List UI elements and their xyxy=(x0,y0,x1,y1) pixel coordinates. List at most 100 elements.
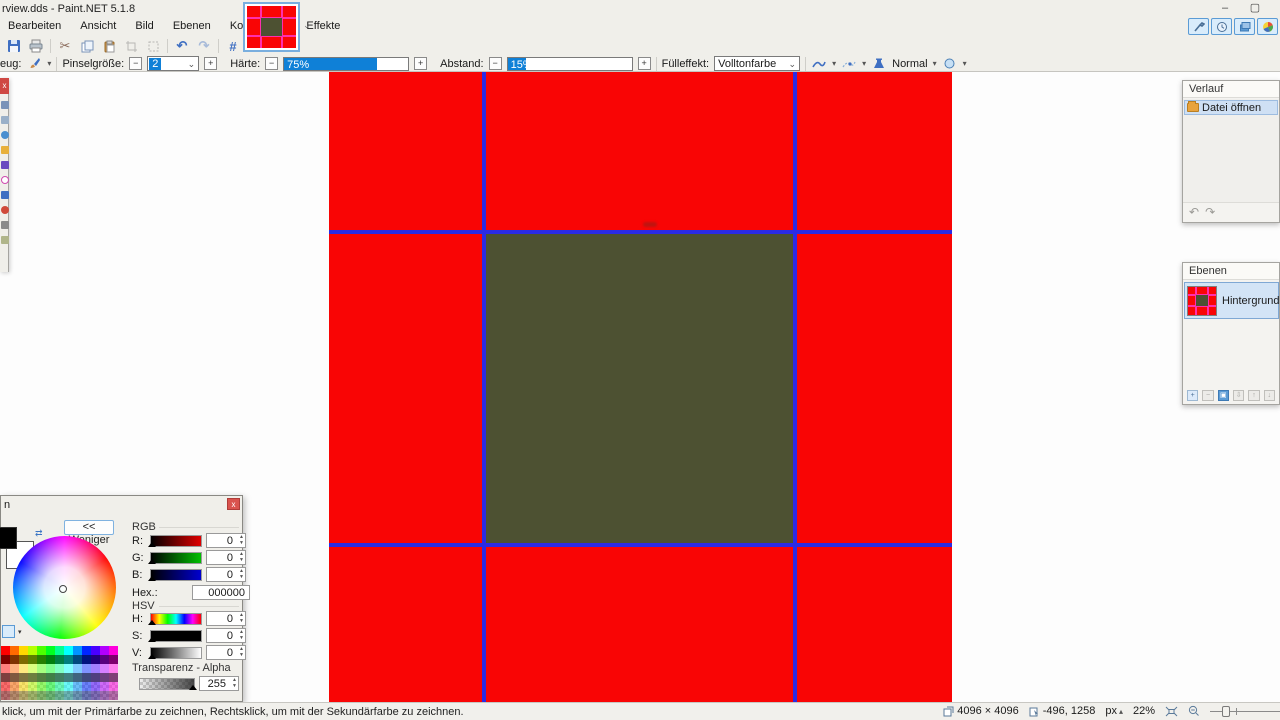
palette-swatch[interactable] xyxy=(82,682,91,691)
palette-swatch[interactable] xyxy=(46,646,55,655)
unit-selector[interactable]: px xyxy=(1105,705,1117,717)
tool-dropdown-caret[interactable]: ▾ xyxy=(47,59,52,68)
palette-swatch[interactable] xyxy=(37,673,46,682)
shape-tool-icon[interactable] xyxy=(1,236,9,244)
layer-row[interactable]: Hintergrund xyxy=(1184,282,1279,319)
copy-icon[interactable] xyxy=(79,38,95,54)
palette-swatch[interactable] xyxy=(109,664,118,673)
cut-icon[interactable]: ✂ xyxy=(59,38,71,53)
palette-swatch[interactable] xyxy=(55,673,64,682)
palette-swatch[interactable] xyxy=(55,691,64,700)
smoothing-dropdown-caret[interactable]: ▾ xyxy=(832,59,837,68)
zoom-out-icon[interactable] xyxy=(1188,705,1200,717)
palette-swatch[interactable] xyxy=(100,673,109,682)
palette-swatch[interactable] xyxy=(1,682,10,691)
unit-dropdown-caret[interactable]: ▴ xyxy=(1118,706,1123,716)
palette-swatch[interactable] xyxy=(10,655,19,664)
fill-style-combo[interactable]: Volltonfarbe ⌄ xyxy=(714,56,801,71)
history-item[interactable]: Datei öffnen xyxy=(1184,100,1278,115)
palette-swatch[interactable] xyxy=(10,664,19,673)
brush-size-decrement[interactable]: − xyxy=(129,57,143,70)
paint-bucket-tool-icon[interactable] xyxy=(1,146,9,154)
palette-swatch[interactable] xyxy=(10,691,19,700)
hardness-decrement[interactable]: − xyxy=(265,57,279,70)
palette-swatch[interactable] xyxy=(28,646,37,655)
hue-slider[interactable] xyxy=(148,612,202,625)
palette-swatch[interactable] xyxy=(19,682,28,691)
save-icon[interactable] xyxy=(6,38,22,54)
hardness-increment[interactable]: + xyxy=(414,57,428,70)
spacing-decrement[interactable]: − xyxy=(488,57,502,70)
print-icon[interactable] xyxy=(28,38,44,54)
layers-panel-toggle[interactable] xyxy=(1234,18,1255,35)
history-redo-icon[interactable]: ↷ xyxy=(1205,205,1216,219)
palette-swatch[interactable] xyxy=(1,673,10,682)
palette-swatch[interactable] xyxy=(91,655,100,664)
palette-swatch[interactable] xyxy=(46,691,55,700)
palette-swatch[interactable] xyxy=(64,682,73,691)
palette-swatch[interactable] xyxy=(109,655,118,664)
menu-ansicht[interactable]: Ansicht xyxy=(80,20,117,32)
eyedropper-tool-icon[interactable] xyxy=(1,206,9,214)
blue-slider[interactable] xyxy=(148,568,202,581)
lasso-tool-icon[interactable] xyxy=(1,176,9,184)
hex-field[interactable]: 000000 xyxy=(192,585,250,600)
menu-effekte[interactable]: Effekte xyxy=(306,20,341,32)
palette-swatch[interactable] xyxy=(73,655,82,664)
palette-swatch[interactable] xyxy=(46,664,55,673)
spacing-slider[interactable]: 15% xyxy=(506,56,633,71)
paste-icon[interactable] xyxy=(101,38,117,54)
palette-menu-button[interactable] xyxy=(2,625,15,638)
palette-swatch[interactable] xyxy=(55,682,64,691)
palette-swatch[interactable] xyxy=(91,691,100,700)
palette-swatch[interactable] xyxy=(64,673,73,682)
palette-swatch[interactable] xyxy=(100,655,109,664)
spacing-increment[interactable]: + xyxy=(637,57,651,70)
palette-swatch[interactable] xyxy=(64,664,73,673)
palette-swatch[interactable] xyxy=(19,646,28,655)
history-panel-toggle[interactable] xyxy=(1211,18,1232,35)
palette-swatch[interactable] xyxy=(73,673,82,682)
palette-swatch[interactable] xyxy=(1,655,10,664)
move-selection-tool-icon[interactable] xyxy=(1,116,9,124)
palette-swatch[interactable] xyxy=(100,646,109,655)
saturation-spinner[interactable]: 0 ▲ ▼ xyxy=(206,628,246,643)
palette-swatch[interactable] xyxy=(100,691,109,700)
palette-swatch[interactable] xyxy=(91,673,100,682)
menu-ebenen[interactable]: Ebenen xyxy=(172,20,211,32)
blend-mode-dropdown-caret[interactable]: ▾ xyxy=(932,59,937,68)
alpha-spinner[interactable]: 255 ▲ ▼ xyxy=(199,676,239,691)
palette-swatch[interactable] xyxy=(82,655,91,664)
paintbrush-icon[interactable] xyxy=(26,56,42,72)
palette-swatch[interactable] xyxy=(82,646,91,655)
smoothing-icon[interactable] xyxy=(811,56,827,72)
palette-swatch[interactable] xyxy=(109,673,118,682)
palette-swatch[interactable] xyxy=(46,673,55,682)
palette-swatch[interactable] xyxy=(91,664,100,673)
grid-icon[interactable]: # xyxy=(229,38,237,54)
palette-swatch[interactable] xyxy=(28,682,37,691)
red-slider[interactable] xyxy=(148,534,202,547)
zoom-slider-thumb[interactable] xyxy=(1222,706,1230,717)
palette-swatch[interactable] xyxy=(55,664,64,673)
palette-swatch[interactable] xyxy=(82,673,91,682)
palette-swatch[interactable] xyxy=(19,673,28,682)
palette-swatch[interactable] xyxy=(37,646,46,655)
value-slider[interactable] xyxy=(148,646,202,659)
less-button[interactable]: << Weniger xyxy=(64,520,114,546)
palette-swatch[interactable] xyxy=(1,664,10,673)
value-spinner[interactable]: 0 ▲ ▼ xyxy=(206,645,246,660)
palette-swatch[interactable] xyxy=(64,646,73,655)
palette-swatch[interactable] xyxy=(73,646,82,655)
palette-swatch[interactable] xyxy=(55,655,64,664)
primary-color-swatch[interactable] xyxy=(0,527,17,549)
move-tool-icon[interactable] xyxy=(1,101,9,109)
palette-swatch[interactable] xyxy=(37,664,46,673)
palette-swatch[interactable] xyxy=(28,673,37,682)
palette-swatch[interactable] xyxy=(37,682,46,691)
green-spinner[interactable]: 0 ▲ ▼ xyxy=(206,550,246,565)
duplicate-layer-icon[interactable]: ▣ xyxy=(1217,389,1229,401)
zoom-slider[interactable] xyxy=(1210,704,1280,718)
palette-swatch[interactable] xyxy=(10,646,19,655)
brush-size-combo[interactable]: 2 ⌄ xyxy=(147,56,200,71)
